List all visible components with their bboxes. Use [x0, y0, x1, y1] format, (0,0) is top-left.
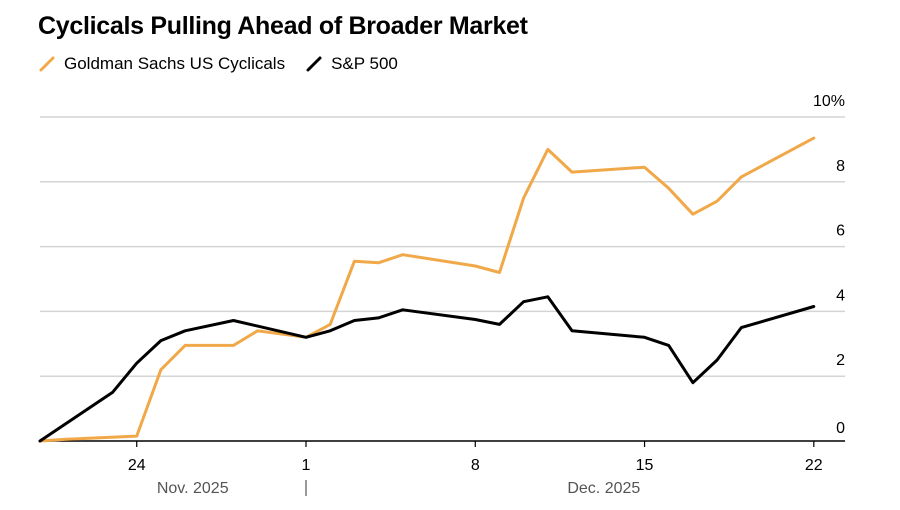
series-line-cyclicals [38, 136, 816, 443]
y-tick-label-8: 8 [836, 158, 845, 175]
chart-title: Cyclicals Pulling Ahead of Broader Marke… [38, 12, 528, 40]
legend-item-cyclicals: Goldman Sachs US Cyclicals [38, 54, 285, 74]
x-tick-label-1: 1 [302, 457, 311, 474]
legend-swatch-sp500-icon [305, 55, 323, 73]
legend: Goldman Sachs US Cyclicals S&P 500 [38, 54, 418, 74]
x-tick-label-24: 24 [128, 457, 146, 474]
x-tick-label-15: 15 [636, 457, 654, 474]
series-lines [38, 136, 816, 443]
x-axis [40, 440, 845, 447]
month-label-0: Nov. 2025 [157, 480, 229, 497]
month-label-1: Dec. 2025 [567, 480, 640, 497]
legend-label-sp500: S&P 500 [331, 54, 398, 73]
gridlines [40, 116, 845, 377]
legend-label-cyclicals: Goldman Sachs US Cyclicals [64, 54, 286, 73]
x-tick-label-22: 22 [805, 457, 823, 474]
y-tick-label-6: 6 [836, 223, 845, 240]
y-tick-label-2: 2 [836, 352, 845, 369]
y-tick-label-0: 0 [836, 420, 845, 437]
legend-swatch-cyclicals-icon [38, 55, 56, 73]
y-tick-label-10: 10% [813, 93, 845, 110]
series-line-sp500 [38, 295, 816, 443]
legend-item-sp500: S&P 500 [305, 54, 398, 74]
y-tick-label-4: 4 [836, 287, 845, 304]
x-tick-label-8: 8 [471, 457, 480, 474]
